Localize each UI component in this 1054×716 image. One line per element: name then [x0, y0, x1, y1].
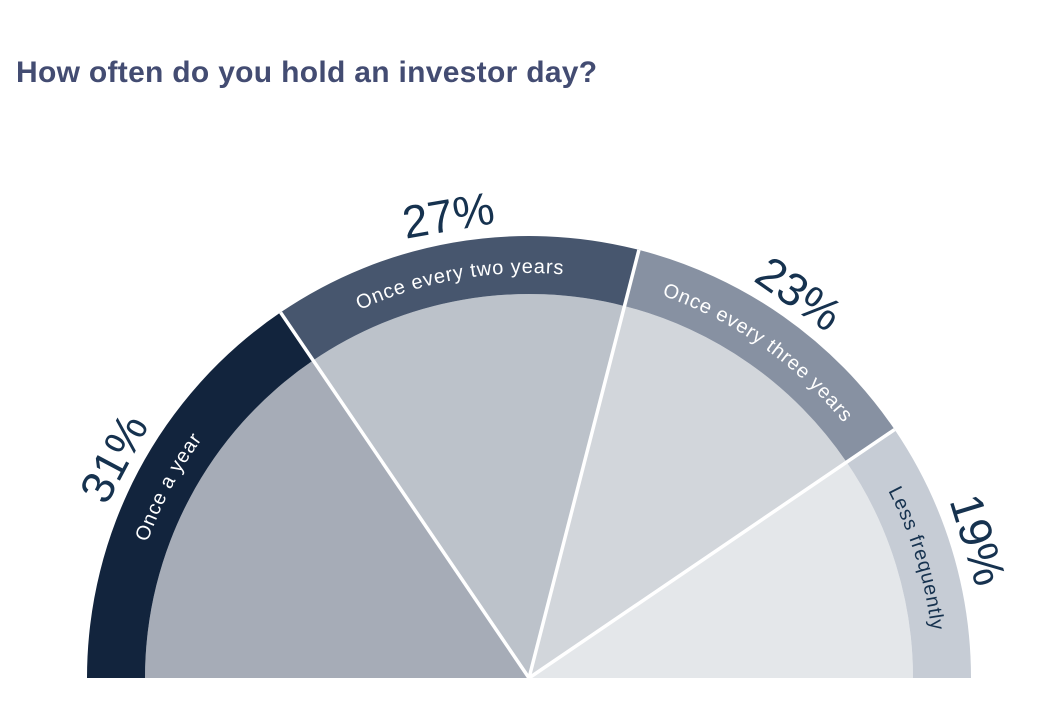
segment-band-2 [624, 249, 895, 463]
segment-divider-0 [279, 311, 531, 679]
segment-wedge-1 [313, 293, 625, 678]
segment-wedge-3 [529, 462, 913, 678]
segment-wedge-2 [529, 306, 847, 678]
segment-band-3 [846, 429, 971, 678]
segment-wedge-0 [145, 360, 529, 678]
chart-title: How often do you hold an investor day? [16, 56, 598, 89]
segment-band-1 [280, 236, 639, 361]
segment-band-0 [87, 312, 314, 678]
segment-divider-2 [528, 428, 896, 680]
segment-divider-1 [527, 249, 641, 679]
